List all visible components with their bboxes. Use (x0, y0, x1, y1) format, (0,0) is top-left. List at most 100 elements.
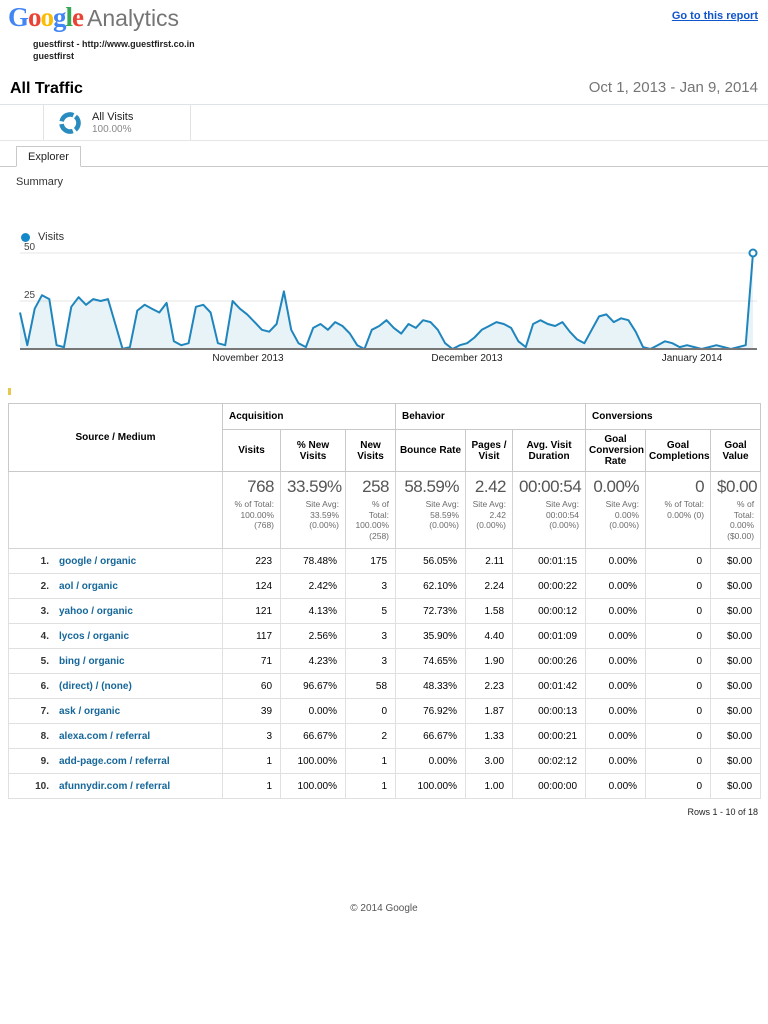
metric-cell: 66.67% (280, 723, 347, 749)
source-medium-cell: 5. bing / organic (7, 648, 224, 674)
table-row: 1. google / organic 223 78.48% 175 56.05% 2.11… (7, 548, 762, 574)
row-rank: 9. (40, 755, 49, 767)
metric-cell: 96.67% (280, 673, 347, 699)
column-header-bounce-rate[interactable]: Bounce Rate (395, 429, 467, 472)
metric-cell: 00:00:21 (512, 723, 587, 749)
totals-cell: 0% of Total: 0.00% (0) (645, 471, 712, 549)
column-header--new-visits[interactable]: % New Visits (280, 429, 347, 472)
source-medium-link[interactable]: google / organic (59, 555, 137, 567)
source-medium-link[interactable]: bing / organic (59, 655, 125, 667)
metric-cell: 0 (645, 623, 712, 649)
column-header-goal-completions[interactable]: Goal Completions (645, 429, 712, 472)
column-header-source-medium[interactable]: Source / Medium (7, 403, 224, 472)
metric-cell: 1.58 (465, 598, 514, 624)
header-divider (0, 104, 768, 105)
source-medium-link[interactable]: add-page.com / referral (59, 755, 170, 767)
segment-all-visits[interactable]: All Visits 100.00% (43, 105, 191, 140)
column-header-goal-value[interactable]: Goal Value (710, 429, 762, 472)
metric-cell: 35.90% (395, 623, 467, 649)
pagination-label: Rows 1 - 10 of 18 (687, 807, 758, 817)
metric-cell: 0 (645, 548, 712, 574)
totals-cell: 768% of Total: 100.00% (768) (222, 471, 282, 549)
source-medium-link[interactable]: yahoo / organic (59, 605, 133, 617)
metric-cell: 0 (345, 698, 397, 724)
totals-cell: 58.59% Site Avg: 58.59% (0.00%) (395, 471, 467, 549)
source-medium-link[interactable]: (direct) / (none) (59, 680, 132, 692)
table-anchor-marker (8, 388, 11, 395)
source-medium-link[interactable]: alexa.com / referral (59, 730, 151, 742)
metric-cell: 00:00:22 (512, 573, 587, 599)
metric-cell: 56.05% (395, 548, 467, 574)
source-medium-link[interactable]: ask / organic (59, 705, 121, 717)
source-medium-cell: 10. afunnydir.com / referral (7, 773, 224, 799)
source-medium-cell: 2. aol / organic (7, 573, 224, 599)
subtab-summary[interactable]: Summary (16, 176, 64, 188)
date-range[interactable]: Oct 1, 2013 - Jan 9, 2014 (588, 79, 758, 96)
metric-cell: 62.10% (395, 573, 467, 599)
source-medium-cell: 4. lycos / organic (7, 623, 224, 649)
svg-text:50: 50 (24, 243, 36, 253)
source-medium-link[interactable]: afunnydir.com / referral (59, 780, 171, 792)
metric-cell: 0.00% (585, 623, 647, 649)
metric-cell: 0 (645, 698, 712, 724)
metric-cell: 00:00:26 (512, 648, 587, 674)
column-group-behavior: Behavior (395, 403, 587, 430)
metric-cell: 0 (645, 573, 712, 599)
metric-cell: 0.00% (585, 648, 647, 674)
chart-legend: Visits (21, 231, 64, 243)
metric-cell: 0.00% (585, 548, 647, 574)
source-medium-link[interactable]: lycos / organic (59, 630, 130, 642)
metric-cell: 00:01:42 (512, 673, 587, 699)
totals-cell: 2.42 Site Avg: 2.42 (0.00%) (465, 471, 514, 549)
column-header-visits[interactable]: Visits (222, 429, 282, 472)
visits-timeseries-chart: 25 50 November 2013 December 2013 January 20… (0, 242, 768, 368)
tab-bar: Explorer (0, 146, 768, 167)
source-medium-cell: 3. yahoo / organic (7, 598, 224, 624)
source-medium-link[interactable]: aol / organic (59, 580, 118, 592)
segment-percent: 100.00% (92, 123, 132, 135)
metric-cell: 0.00% (585, 673, 647, 699)
metric-cell: 00:00:13 (512, 698, 587, 724)
metric-cell: 0 (645, 748, 712, 774)
column-header-new-visits[interactable]: New Visits (345, 429, 397, 472)
metric-cell: 0.00% (585, 723, 647, 749)
metric-cell: 58 (345, 673, 397, 699)
metric-cell: 74.65% (395, 648, 467, 674)
metric-cell: 2 (345, 723, 397, 749)
metric-cell: 3 (222, 723, 282, 749)
metric-cell: $0.00 (710, 723, 762, 749)
tab-explorer[interactable]: Explorer (16, 146, 81, 167)
go-to-report-link[interactable]: Go to this report (671, 10, 758, 22)
metric-cell: $0.00 (710, 673, 762, 699)
metric-cell: 3 (345, 573, 397, 599)
column-header-pages-visit[interactable]: Pages / Visit (465, 429, 514, 472)
metric-cell: 0 (645, 773, 712, 799)
metric-cell: $0.00 (710, 623, 762, 649)
metric-cell: 0.00% (585, 698, 647, 724)
column-header-avg-visit-duration[interactable]: Avg. Visit Duration (512, 429, 587, 472)
column-group-conversions: Conversions (585, 403, 762, 430)
source-medium-cell: 9. add-page.com / referral (7, 748, 224, 774)
metric-cell: 00:01:15 (512, 548, 587, 574)
metric-cell: 1.33 (465, 723, 514, 749)
table-row: 7. ask / organic 39 0.00% 0 76.92% 1.87 00:00:1… (7, 698, 762, 724)
svg-text:January 2014: January 2014 (662, 353, 723, 364)
metric-cell: 100.00% (280, 748, 347, 774)
metric-cell: 1 (222, 748, 282, 774)
account-property: guestfirst - http://www.guestfirst.co.in (33, 39, 195, 49)
metric-cell: $0.00 (710, 748, 762, 774)
metric-cell: 3.00 (465, 748, 514, 774)
row-rank: 3. (40, 605, 49, 617)
metric-cell: 00:00:12 (512, 598, 587, 624)
metric-cell: 78.48% (280, 548, 347, 574)
metric-cell: 1 (345, 773, 397, 799)
svg-text:December 2013: December 2013 (431, 353, 503, 364)
column-header-goal-conversion-rate[interactable]: Goal Conversion Rate (585, 429, 647, 472)
metric-cell: 4.40 (465, 623, 514, 649)
source-medium-cell: 6. (direct) / (none) (7, 673, 224, 699)
metric-cell: 121 (222, 598, 282, 624)
table-row: 6. (direct) / (none) 60 96.67% 58 48.33% 2.23 0… (7, 673, 762, 699)
totals-cell: 258% of Total: 100.00% (258) (345, 471, 397, 549)
metric-cell: 76.92% (395, 698, 467, 724)
